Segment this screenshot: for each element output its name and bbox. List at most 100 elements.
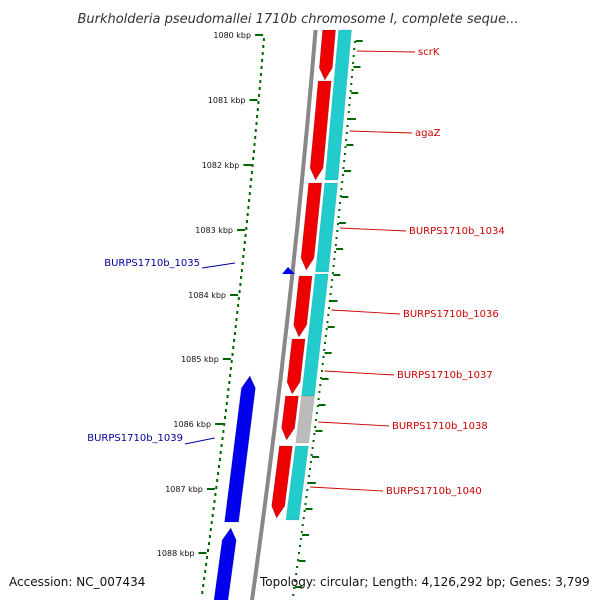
reverse-gene-arrow — [224, 375, 256, 523]
scale-dot — [252, 157, 255, 160]
scale-dot — [229, 374, 232, 377]
gene-label[interactable]: BURPS1710b_1038 — [392, 421, 488, 432]
outer-dot — [313, 433, 316, 435]
scale-dot — [232, 346, 235, 349]
scale-dot — [246, 220, 248, 223]
outer-dot — [352, 55, 355, 57]
scale-dot — [246, 213, 249, 216]
gene-label[interactable]: scrK — [418, 47, 440, 58]
outer-dot — [309, 468, 311, 470]
scale-dot — [250, 171, 253, 174]
gene-label-leader — [310, 486, 384, 492]
outer-dot — [315, 412, 318, 414]
outer-dot — [324, 342, 327, 344]
outer-dot — [350, 83, 353, 85]
outer-dot — [311, 447, 314, 449]
outer-dot — [293, 587, 296, 589]
gene-label-leader — [201, 262, 236, 269]
scale-dot — [262, 45, 265, 48]
cds-band — [295, 395, 315, 444]
scale-dot — [213, 500, 216, 503]
gene-label[interactable]: BURPS1710b_1037 — [397, 370, 493, 381]
forward-gene-arrow — [318, 29, 336, 81]
scale-tick-label: 1081 kbp — [208, 96, 246, 105]
outer-dot — [344, 146, 347, 148]
scale-dot — [259, 80, 262, 83]
scale-tick — [222, 358, 231, 360]
scale-dot — [256, 108, 259, 111]
outer-dot — [324, 335, 327, 337]
outer-dot — [329, 293, 332, 295]
forward-gene-arrow — [286, 338, 306, 395]
outer-dot — [323, 349, 326, 351]
scale-tick-label: 1087 kbp — [165, 485, 203, 494]
scale-dot — [236, 311, 239, 314]
outer-dot — [305, 496, 308, 498]
outer-dot — [320, 370, 323, 372]
outer-dot — [322, 356, 325, 358]
scale-dot — [206, 556, 209, 559]
outer-dot — [345, 132, 348, 134]
scale-dot — [258, 94, 260, 97]
outer-dot — [304, 503, 307, 505]
scale-dot — [225, 402, 228, 405]
gene-label[interactable]: BURPS1710b_1035 — [104, 258, 200, 269]
gene-label-leader — [324, 370, 395, 376]
scale-dot — [250, 178, 253, 181]
gene-label-leader — [349, 130, 413, 134]
outer-dot — [337, 216, 340, 218]
outer-tick — [333, 274, 341, 276]
scale-dot — [247, 206, 250, 209]
scale-dot — [260, 66, 263, 69]
outer-dot — [292, 594, 295, 596]
outer-tick — [355, 40, 363, 42]
outer-dot — [353, 48, 356, 50]
outer-dot — [339, 202, 342, 204]
outer-dot — [341, 174, 344, 176]
outer-tick — [338, 222, 346, 224]
outer-dot — [331, 272, 334, 274]
scale-tick — [206, 488, 215, 490]
outer-dot — [341, 181, 344, 183]
outer-dot — [348, 104, 351, 106]
gene-label[interactable]: agaZ — [415, 128, 441, 139]
scale-dot — [211, 514, 214, 517]
gene-label-leader — [340, 227, 407, 232]
outer-dot — [296, 566, 299, 568]
scale-tick — [249, 99, 258, 101]
scale-dot — [218, 465, 220, 468]
outer-dot — [321, 363, 324, 365]
scale-dot — [241, 262, 244, 265]
scale-tick-label: 1080 kbp — [213, 31, 251, 40]
outer-dot — [350, 76, 353, 78]
outer-dot — [300, 531, 303, 533]
outer-tick — [318, 404, 326, 406]
outer-tick — [305, 508, 313, 510]
outer-tick — [298, 560, 306, 562]
gene-label[interactable]: BURPS1710b_1036 — [403, 309, 499, 320]
scale-dot — [219, 451, 222, 454]
outer-tick — [346, 144, 354, 146]
outer-dot — [309, 461, 312, 463]
scale-dot — [215, 486, 218, 489]
scale-tick — [237, 229, 245, 231]
scale-dot — [253, 143, 256, 146]
scale-dot — [205, 563, 208, 566]
cds-band — [315, 182, 338, 273]
scale-dot — [221, 437, 224, 440]
outer-dot — [328, 300, 331, 302]
scale-dot — [204, 570, 207, 573]
outer-dot — [337, 223, 339, 225]
gene-labels: scrK agaZ BURPS1710b_1034 BURPS1710b_1035 BU… — [87, 47, 505, 497]
scale-ticks: 1080 kbp 1081 kbp 1082 kbp 1083 kbp 1084 kbp… — [157, 31, 363, 596]
gene-label[interactable]: BURPS1710b_1040 — [386, 486, 482, 497]
outer-tick — [327, 326, 335, 328]
map-title: Burkholderia pseudomallei 1710b chromoso… — [77, 12, 518, 27]
gene-label[interactable]: BURPS1710b_1034 — [409, 226, 505, 237]
scale-dot — [237, 297, 240, 300]
outer-dot — [333, 258, 336, 260]
scale-dot — [203, 577, 206, 580]
outer-tick — [302, 534, 309, 536]
gene-label[interactable]: BURPS1710b_1039 — [87, 433, 183, 444]
